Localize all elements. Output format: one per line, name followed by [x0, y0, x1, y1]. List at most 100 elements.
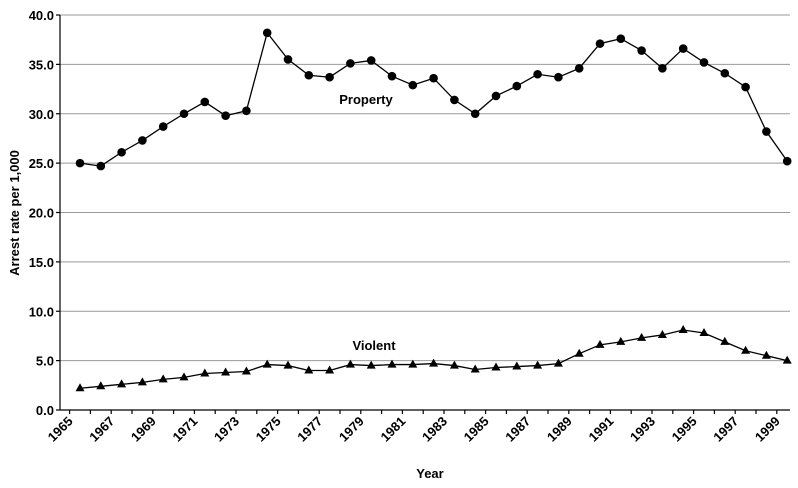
marker	[699, 58, 709, 67]
x-tick-label: 1975	[253, 414, 284, 445]
marker	[387, 359, 397, 368]
marker	[429, 358, 439, 367]
x-tick-label: 1965	[45, 414, 76, 445]
marker	[782, 156, 792, 166]
marker	[741, 345, 751, 354]
marker	[346, 59, 355, 68]
marker	[574, 64, 584, 73]
marker	[75, 383, 85, 392]
marker	[158, 374, 168, 383]
marker	[158, 122, 168, 131]
x-tick-label: 1991	[585, 414, 616, 445]
marker	[470, 109, 480, 119]
marker	[678, 44, 688, 53]
marker	[637, 332, 647, 341]
y-tick-label: 25.0	[29, 156, 54, 171]
x-tick-label: 1995	[669, 414, 700, 445]
marker	[137, 377, 147, 386]
x-tick-label: 1969	[128, 414, 159, 445]
x-tick-label: 1981	[377, 414, 408, 445]
marker	[304, 365, 314, 374]
marker	[449, 360, 459, 369]
x-tick-label: 1997	[710, 414, 741, 445]
y-tick-label: 40.0	[29, 8, 54, 23]
marker	[304, 70, 314, 80]
marker	[366, 56, 376, 65]
marker	[595, 39, 605, 48]
y-tick-label: 15.0	[29, 255, 54, 270]
marker	[720, 68, 730, 78]
marker	[200, 97, 210, 107]
marker	[574, 348, 584, 357]
marker	[96, 381, 106, 390]
marker	[262, 359, 272, 368]
marker	[554, 72, 563, 82]
marker	[283, 360, 293, 369]
series-label: Property	[339, 92, 393, 107]
marker	[782, 355, 792, 364]
marker	[533, 69, 542, 79]
x-tick-label: 1967	[86, 414, 117, 445]
marker	[637, 46, 646, 55]
marker	[179, 109, 189, 119]
x-tick-label: 1971	[169, 414, 200, 445]
marker	[117, 147, 126, 157]
marker	[699, 327, 709, 336]
x-tick-label: 1987	[502, 414, 533, 445]
marker	[450, 95, 459, 105]
marker	[221, 367, 231, 376]
y-axis-title: Arrest rate per 1,000	[7, 150, 22, 276]
marker	[658, 64, 667, 73]
marker	[595, 339, 605, 348]
y-tick-label: 30.0	[29, 107, 54, 122]
x-tick-label: 1983	[419, 414, 450, 445]
marker	[678, 325, 688, 334]
marker	[720, 336, 730, 345]
marker	[470, 364, 480, 373]
x-tick-label: 1993	[627, 414, 658, 445]
marker	[408, 359, 418, 368]
marker	[325, 72, 334, 82]
x-tick-label: 1999	[752, 414, 783, 445]
marker	[491, 362, 501, 371]
marker	[762, 127, 771, 136]
marker	[366, 360, 376, 369]
marker	[657, 329, 667, 338]
marker	[741, 82, 750, 92]
marker	[138, 136, 147, 145]
marker	[533, 360, 543, 369]
y-tick-label: 0.0	[36, 403, 54, 418]
x-tick-label: 1973	[211, 414, 242, 445]
marker	[345, 359, 355, 368]
marker	[491, 91, 501, 101]
marker	[241, 366, 251, 375]
marker	[283, 55, 293, 64]
series-line	[79, 31, 788, 167]
y-tick-label: 10.0	[29, 304, 54, 319]
marker	[616, 336, 626, 345]
marker	[387, 71, 397, 81]
marker	[117, 379, 127, 388]
y-tick-label: 35.0	[29, 57, 54, 72]
marker	[221, 111, 230, 121]
y-tick-label: 5.0	[36, 354, 54, 369]
marker	[408, 80, 418, 90]
marker	[242, 106, 251, 116]
x-tick-label: 1989	[544, 414, 575, 445]
series-label: Violent	[352, 338, 396, 353]
x-tick-label: 1977	[294, 414, 325, 445]
marker	[512, 361, 522, 370]
x-axis-title: Year	[416, 466, 443, 481]
y-tick-label: 20.0	[29, 206, 54, 221]
marker	[262, 28, 272, 38]
marker	[325, 365, 335, 374]
marker	[512, 81, 522, 91]
marker	[429, 73, 438, 83]
marker	[761, 350, 771, 359]
marker	[200, 368, 210, 377]
marker	[553, 358, 563, 367]
x-tick-label: 1985	[461, 414, 492, 445]
marker	[96, 161, 106, 171]
marker	[179, 372, 189, 381]
